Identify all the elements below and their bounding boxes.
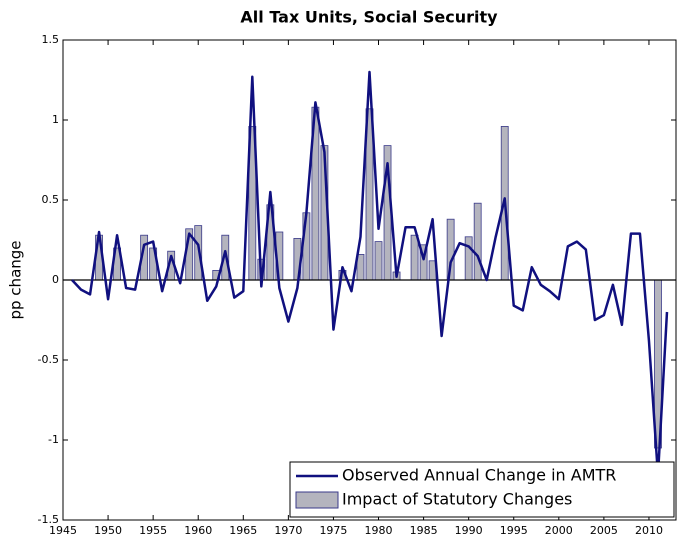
legend-swatch xyxy=(295,491,339,509)
x-tick-label: 2000 xyxy=(545,524,573,537)
bar xyxy=(473,202,482,281)
line xyxy=(71,70,669,477)
x-tick-label: 1975 xyxy=(319,524,347,537)
x-tick-label: 1950 xyxy=(94,524,122,537)
bar xyxy=(410,234,419,281)
x-tick-label: 1945 xyxy=(49,524,77,537)
y-tick-label: -1.5 xyxy=(38,513,59,526)
chart-title: All Tax Units, Social Security xyxy=(240,8,498,27)
y-tick-label: 1 xyxy=(52,113,59,126)
x-tick-label: 1960 xyxy=(184,524,212,537)
x-tick-label: 1985 xyxy=(410,524,438,537)
x-tick-label: 1955 xyxy=(139,524,167,537)
y-axis-label: pp change xyxy=(7,240,25,319)
bar xyxy=(374,241,383,281)
x-tick-label: 2010 xyxy=(635,524,663,537)
y-tick-label: 0.5 xyxy=(42,193,60,206)
bar xyxy=(464,236,473,281)
x-tick-label: 1965 xyxy=(229,524,257,537)
legend-label: Observed Annual Change in AMTR xyxy=(342,466,616,485)
x-tick-label: 1990 xyxy=(455,524,483,537)
y-tick-label: 0 xyxy=(52,273,59,286)
x-tick-label: 1995 xyxy=(500,524,528,537)
y-tick-label: -1 xyxy=(48,433,59,446)
x-tick-label: 1970 xyxy=(274,524,302,537)
legend-box xyxy=(289,461,675,518)
y-tick-label: -0.5 xyxy=(38,353,59,366)
x-tick-label: 1980 xyxy=(365,524,393,537)
y-tick-label: 1.5 xyxy=(42,33,60,46)
x-tick-label: 2005 xyxy=(590,524,618,537)
legend-label: Impact of Statutory Changes xyxy=(342,490,572,509)
